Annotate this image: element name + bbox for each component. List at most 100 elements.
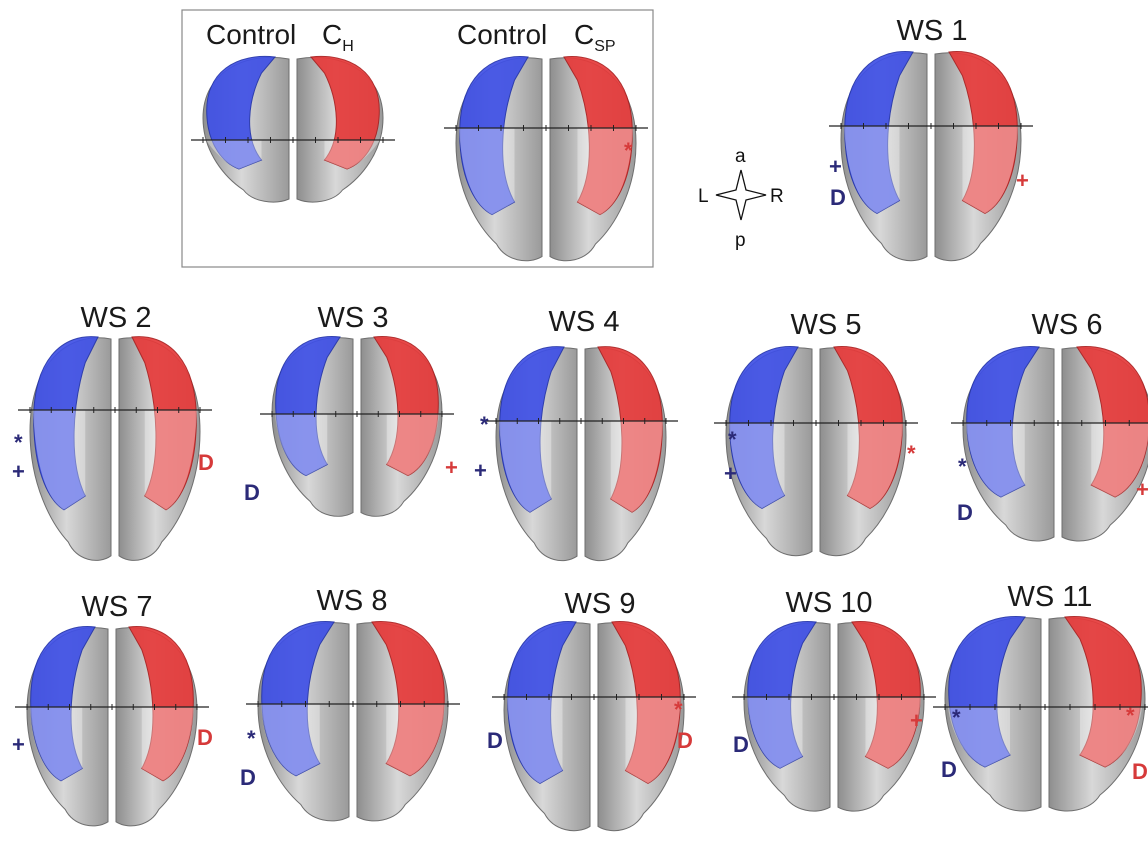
right-hemisphere-mark: * [907, 441, 916, 466]
ws8-brain-right-highlight [386, 704, 445, 776]
control-h-brain-right-highlight [324, 140, 380, 169]
ws5-brain [714, 346, 918, 557]
control-sp-symbol: CSP [574, 19, 616, 55]
ws2-brain-left-highlight [33, 410, 86, 510]
ws6-brain-right-highlight [1091, 423, 1148, 497]
ws11-brain-left-region [948, 616, 1026, 768]
left-hemisphere-mark: + [12, 459, 25, 484]
subject-title: WS 1 [897, 15, 968, 47]
ws6-brain [951, 346, 1148, 542]
ws9-brain-left-region [507, 621, 577, 784]
right-hemisphere-mark: * [1126, 703, 1135, 728]
left-hemisphere-mark: * [14, 430, 23, 455]
compass-anterior: a [735, 146, 746, 167]
ws10-brain-right-highlight [865, 697, 921, 769]
right-hemisphere-mark: + [445, 455, 458, 480]
control-sp-brain-left-highlight [459, 128, 515, 215]
control-sp-label: Control [457, 19, 547, 50]
ws8-brain-left-region [261, 621, 335, 777]
subject-title: WS 6 [1032, 309, 1103, 341]
ws11-brain-left-highlight [948, 707, 1010, 767]
orientation-compass: a p L R [698, 146, 784, 251]
compass-star-icon [715, 169, 767, 221]
ws4-brain-right-highlight [610, 421, 663, 513]
right-hemisphere-mark: D [197, 725, 213, 750]
ws11-brain-right-region [1064, 616, 1142, 768]
right-hemisphere-mark: D [1132, 759, 1148, 784]
ws5-brain-right-highlight [847, 423, 903, 509]
right-hemisphere-mark: + [1016, 168, 1029, 193]
control-h-brain-right-region [310, 55, 380, 170]
ws9-brain-right-highlight [625, 697, 681, 784]
control-h-brain-left-region [206, 55, 276, 170]
subject-title: WS 8 [317, 585, 388, 617]
ws3-brain-right-highlight [386, 414, 439, 476]
subject-title: WS 9 [565, 588, 636, 620]
left-hemisphere-mark: * [480, 412, 489, 437]
right-hemisphere-mark: D [198, 450, 214, 475]
subject-title: WS 5 [791, 309, 862, 341]
brain-panels [15, 51, 1148, 832]
ws11-brain-right-highlight [1080, 707, 1142, 767]
left-hemisphere-mark: * [952, 705, 961, 730]
control-h-brain [191, 55, 395, 203]
control-sp-brain-right-highlight [577, 128, 633, 215]
left-hemisphere-mark: + [829, 154, 842, 179]
ws7-brain-left-highlight [30, 707, 83, 781]
ws6-brain-left-highlight [966, 423, 1025, 497]
ws8-brain-left-highlight [261, 704, 320, 776]
ws8-brain [246, 621, 460, 822]
subject-title: WS 7 [82, 591, 153, 623]
left-hemisphere-mark: D [487, 728, 503, 753]
ws4-brain-left-region [499, 346, 565, 513]
subject-titles: WS 1 WS 2 WS 3 WS 4 WS 5 WS 6 WS 7 WS 8 WS 9 WS 1… [81, 15, 1103, 623]
ws5-brain-right-region [833, 346, 903, 509]
left-hemisphere-mark: * [247, 726, 256, 751]
ws8-brain-right-region [371, 621, 445, 777]
ws1-brain-right-region [948, 51, 1018, 214]
subject-title: WS 3 [318, 302, 389, 334]
ws1-brain-right-highlight [962, 126, 1018, 214]
ws1-brain-left-highlight [844, 126, 900, 214]
finding-marks: * + D + * + D D + * + * + * * D + + D * D D * D D + * D * D [12, 138, 1148, 790]
ws2-brain-right-highlight [144, 410, 197, 510]
ws10-brain-right-region [851, 621, 921, 769]
ws5-brain-left-region [729, 346, 799, 509]
left-hemisphere-mark: D [957, 500, 973, 525]
ws3-brain-left-region [275, 336, 341, 477]
subject-title: WS 2 [81, 302, 152, 334]
control-box-frame [181, 9, 654, 268]
ws10-brain-left-highlight [747, 697, 803, 769]
ws9-brain-right-region [611, 621, 681, 784]
left-hemisphere-mark: + [474, 458, 487, 483]
left-hemisphere-mark: D [733, 732, 749, 757]
ws4-brain-right-region [597, 346, 663, 513]
subject-title: WS 4 [549, 306, 620, 338]
ws3-brain [260, 336, 454, 517]
ws7-brain [15, 626, 209, 827]
left-hemisphere-mark: D [941, 757, 957, 782]
ws2-brain-right-region [131, 336, 197, 511]
ws9-brain-left-highlight [507, 697, 563, 784]
right-hemisphere-mark: + [910, 708, 923, 733]
control-sp-brain-right-region [563, 56, 633, 216]
right-hemisphere-mark: D [677, 728, 693, 753]
ws3-brain-left-highlight [275, 414, 328, 476]
ws4-brain [484, 346, 678, 562]
compass-posterior: p [735, 230, 746, 251]
ws9-brain [492, 621, 696, 832]
ws5-brain-left-highlight [729, 423, 785, 509]
control-h-brain-left-highlight [206, 140, 262, 169]
ws3-brain-right-region [373, 336, 439, 477]
control-h-symbol: CH [322, 19, 354, 55]
ws6-brain-right-region [1076, 346, 1148, 498]
ws2-brain [18, 336, 212, 561]
left-hemisphere-mark: D [240, 765, 256, 790]
ws10-brain-left-region [747, 621, 817, 769]
ws1-brain-left-region [844, 51, 914, 214]
control-sp-brain-left-region [459, 56, 529, 216]
left-hemisphere-mark: D [244, 480, 260, 505]
left-hemisphere-mark: * [728, 427, 737, 452]
subject-title: WS 11 [1008, 581, 1093, 613]
